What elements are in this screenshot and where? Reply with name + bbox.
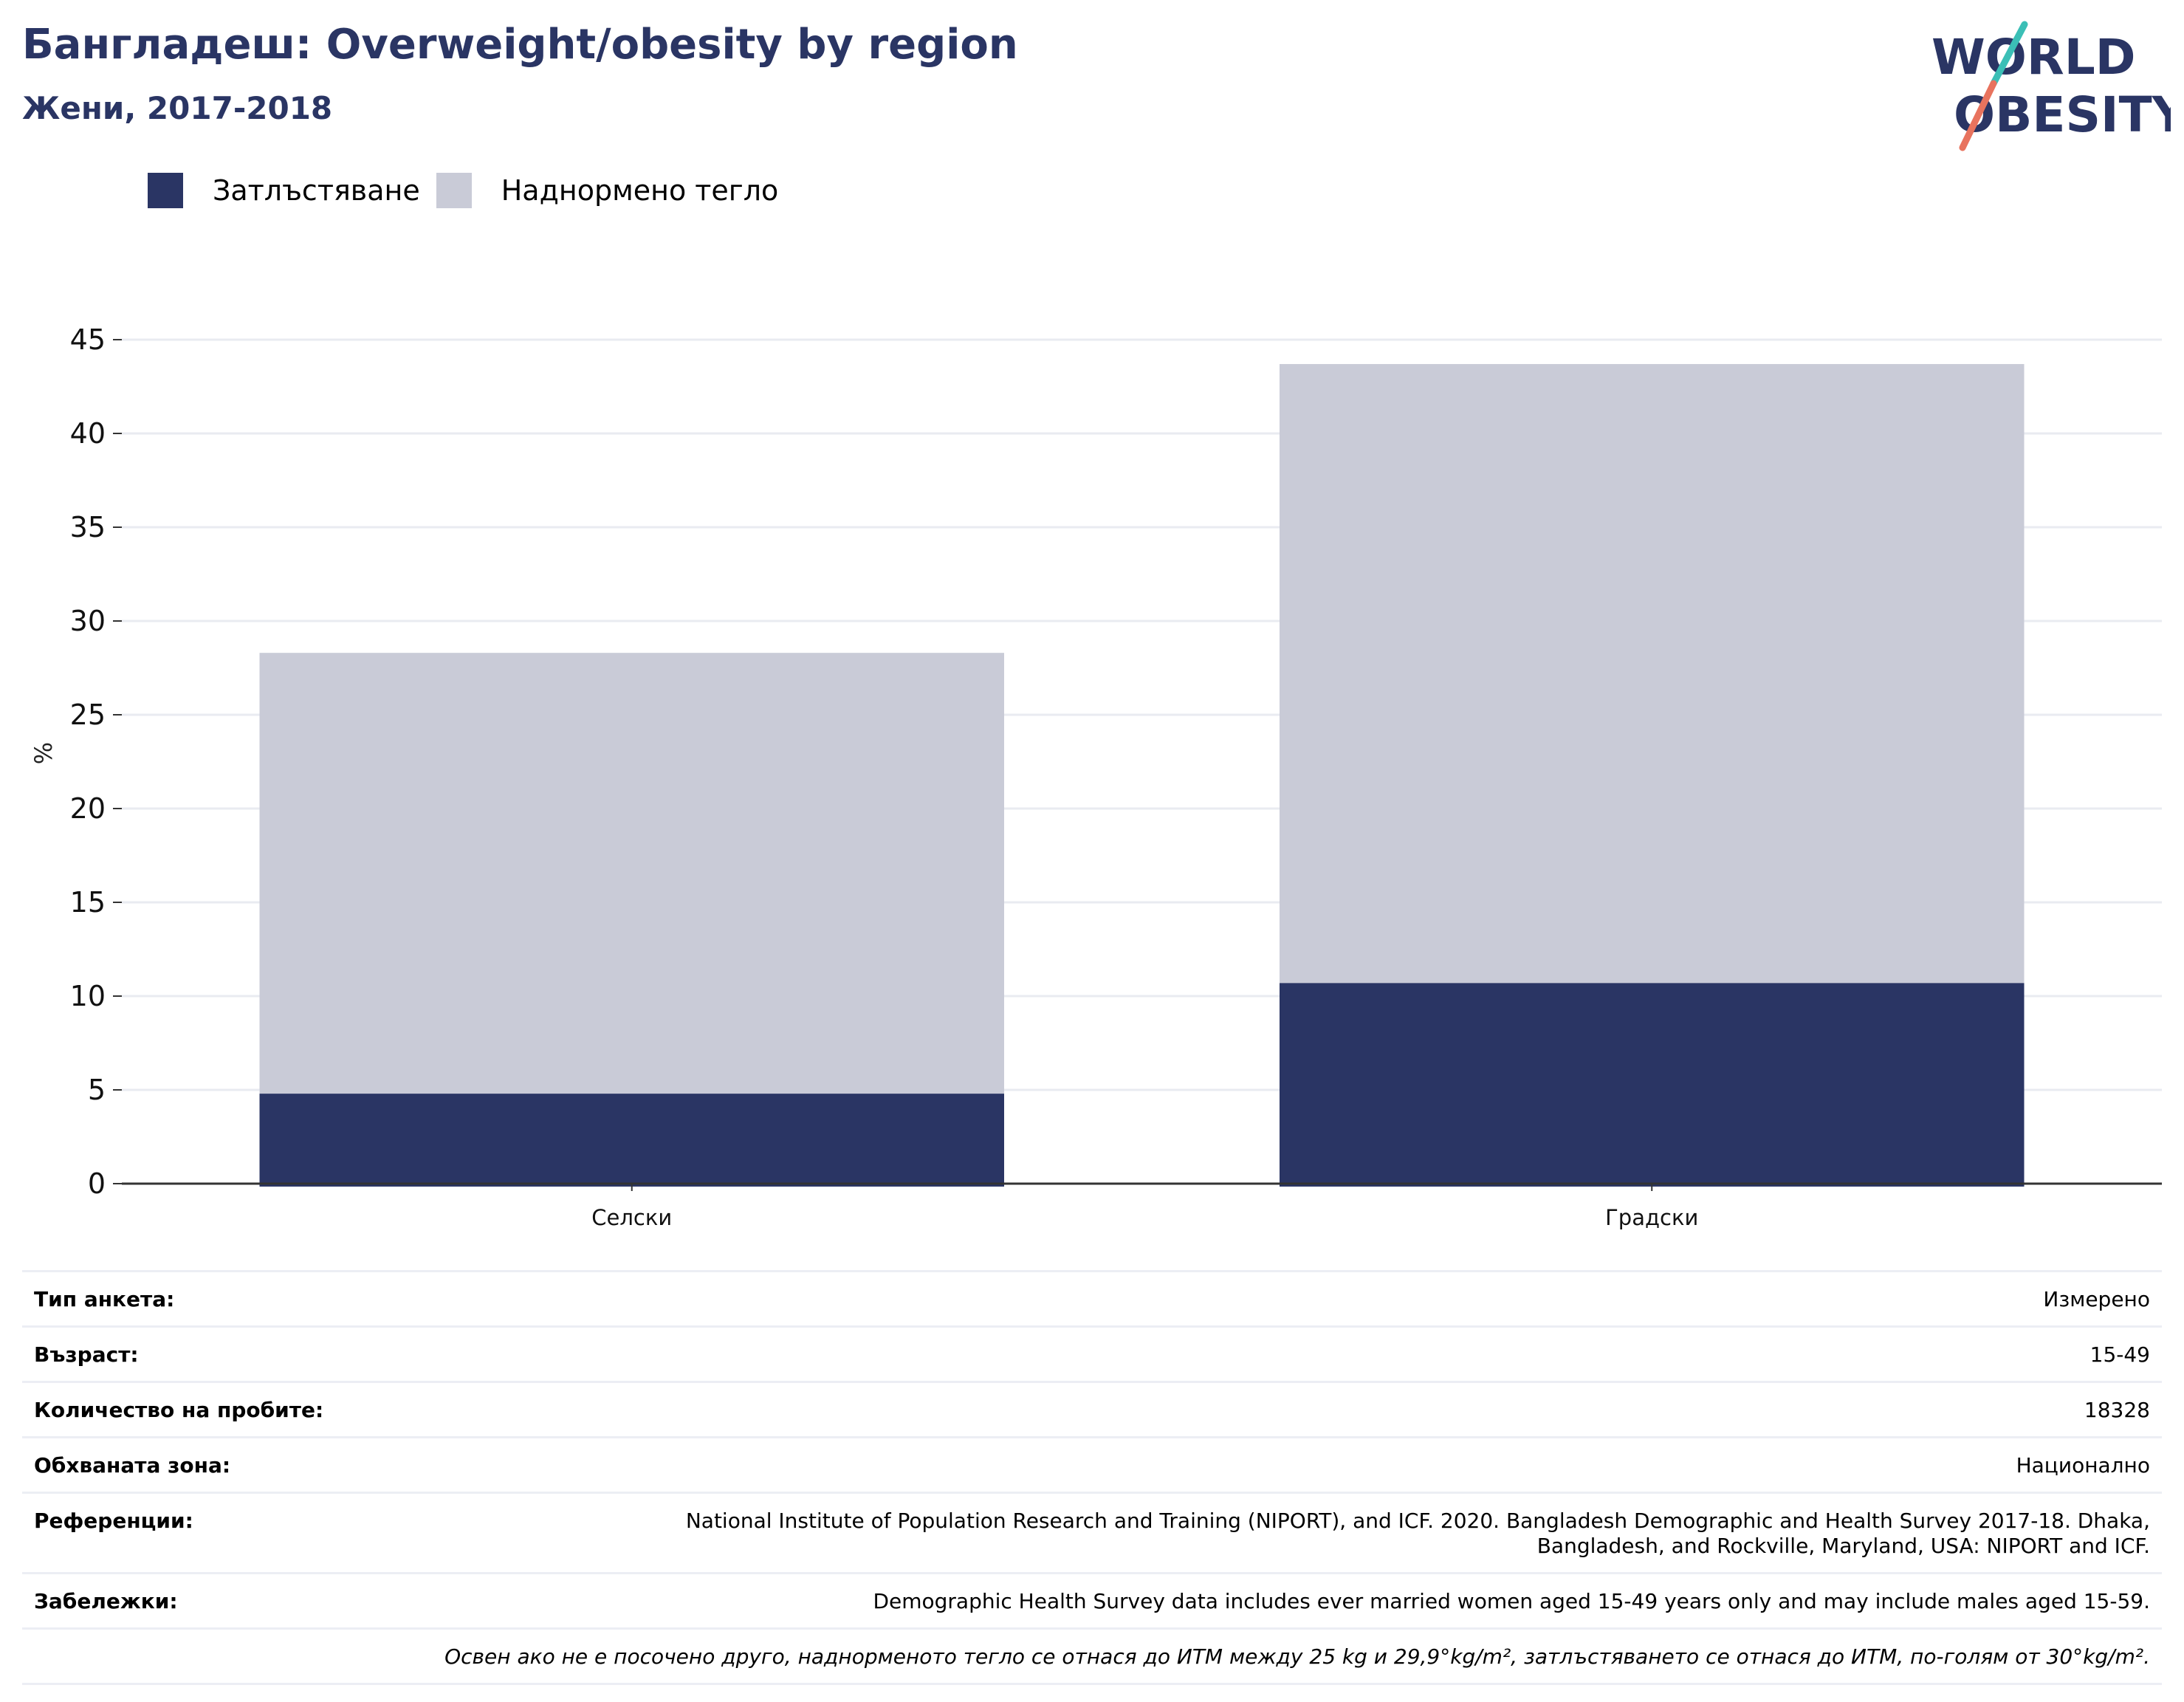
- legend-label-obesity: Затлъстяване: [213, 174, 420, 207]
- info-label: Забележки:: [34, 1589, 178, 1613]
- x-tick-label: Селски: [591, 1205, 672, 1230]
- info-row: Забележки: Demographic Health Survey data…: [22, 1574, 2162, 1630]
- info-label: Тип анкета:: [34, 1287, 175, 1311]
- logo-line-1: WORLD: [1931, 29, 2136, 86]
- y-tick-label: 20: [70, 792, 106, 825]
- axis-layer: 0 5 10 15 20 25 30 35 40 45 Селски Градски: [70, 323, 2162, 1230]
- info-row: Тип анкета: Измерено: [22, 1272, 2162, 1328]
- legend-swatch-obesity: [148, 173, 183, 208]
- y-tick-label: 30: [70, 605, 106, 637]
- y-tick-label: 25: [70, 699, 106, 731]
- info-label: Обхваната зона:: [34, 1453, 231, 1478]
- info-row: Обхваната зона: Национално: [22, 1438, 2162, 1494]
- y-tick-label: 10: [70, 980, 106, 1012]
- world-obesity-logo: WORLD OBESITY: [1931, 21, 2171, 151]
- info-footnote: Освен ако не е посочено друго, наднормен…: [444, 1644, 2150, 1669]
- info-table: Тип анкета: Измерено Възраст: 15-49 Количест…: [22, 1270, 2162, 1685]
- info-value: Национално: [2016, 1453, 2150, 1478]
- chart-subtitle: Жени, 2017-2018: [22, 90, 333, 126]
- info-label: Референции:: [34, 1509, 193, 1533]
- legend-swatch-overweight: [436, 173, 472, 208]
- info-value-line: National Institute of Population Researc…: [685, 1509, 2150, 1533]
- bar-obesity[interactable]: [259, 1094, 1004, 1187]
- info-row: Количество на пробите: 18328: [22, 1383, 2162, 1438]
- info-value: National Institute of Population Researc…: [686, 1509, 2150, 1559]
- y-tick-label: 15: [70, 886, 106, 919]
- logo-slash-teal: [1990, 21, 2028, 87]
- info-footnote-row: Освен ако не е посочено друго, наднормен…: [22, 1630, 2162, 1685]
- bar-overweight[interactable]: [1280, 364, 2025, 984]
- bar-obesity[interactable]: [1280, 983, 2025, 1187]
- y-tick-label: 40: [70, 417, 106, 450]
- info-row: Референции: National Institute of Populat…: [22, 1494, 2162, 1574]
- y-axis-label: %: [30, 742, 58, 764]
- bar-overweight[interactable]: [259, 653, 1004, 1094]
- info-value: Измерено: [2043, 1287, 2150, 1311]
- info-value: Demographic Health Survey data includes …: [873, 1589, 2150, 1613]
- info-value: 18328: [2084, 1398, 2150, 1422]
- y-tick-label: 45: [70, 323, 106, 356]
- info-row: Възраст: 15-49: [22, 1328, 2162, 1383]
- info-label: Количество на пробите:: [34, 1398, 324, 1422]
- legend: Затлъстяване Наднормено тегло: [148, 168, 794, 213]
- legend-item-overweight[interactable]: Наднормено тегло: [436, 173, 779, 208]
- info-value: 15-49: [2089, 1342, 2150, 1367]
- y-tick-label: 35: [70, 511, 106, 543]
- legend-item-obesity[interactable]: Затлъстяване: [148, 173, 420, 208]
- y-tick-label: 0: [88, 1167, 106, 1200]
- info-label: Възраст:: [34, 1342, 139, 1367]
- chart-title: Бангладеш: Overweight/obesity by region: [22, 21, 1018, 69]
- y-tick-label: 5: [88, 1074, 106, 1106]
- legend-label-overweight: Наднормено тегло: [501, 174, 779, 207]
- info-value-line: Bangladesh, and Rockville, Maryland, USA…: [1536, 1534, 2150, 1558]
- x-tick-label: Градски: [1605, 1205, 1698, 1230]
- stacked-bar-chart: 0 5 10 15 20 25 30 35 40 45 Селски Градски %: [30, 323, 2162, 1230]
- logo-slash-coral: [1959, 80, 1997, 151]
- bar-layer: [259, 364, 2025, 1187]
